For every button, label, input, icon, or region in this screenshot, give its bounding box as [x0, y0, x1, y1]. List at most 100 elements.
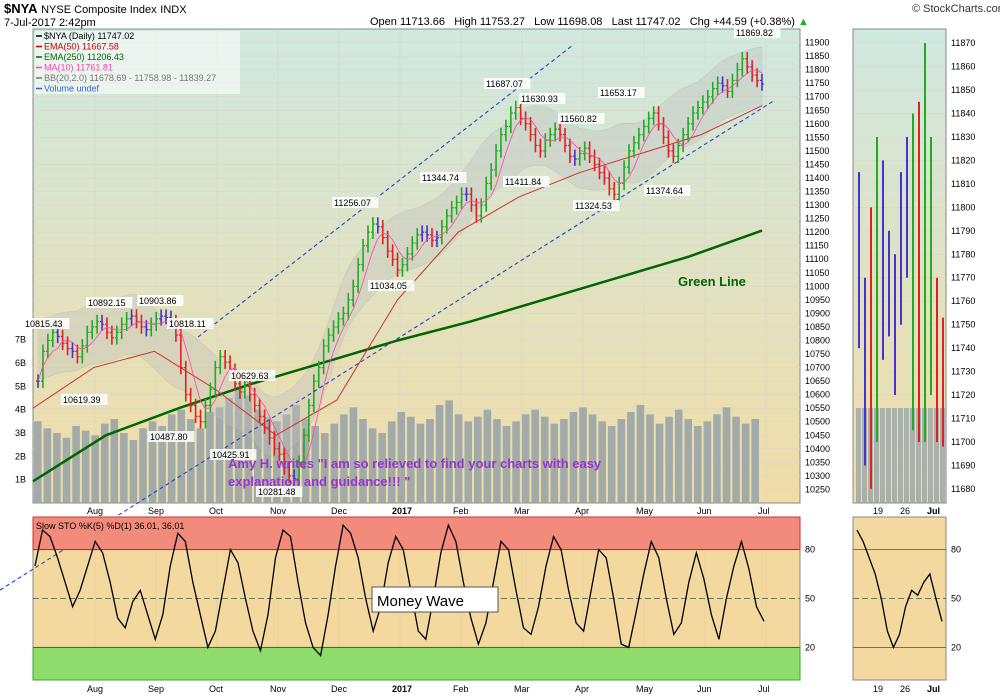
volume-bar: [646, 414, 654, 503]
price-y-tick-label: 11500: [805, 146, 829, 156]
ma10-line: [37, 69, 763, 469]
volume-bar: [129, 440, 138, 503]
volume-bar: [187, 419, 195, 503]
volume-bar: [100, 423, 109, 503]
mini-volume-bar: [856, 408, 861, 503]
sto-x-tick-label: May: [636, 684, 654, 694]
low-value: Low 11698.08: [534, 16, 603, 28]
price-y-tick-label: 11250: [805, 214, 829, 224]
volume-bar: [464, 421, 473, 503]
mini-price-y-tick-label: 11770: [951, 273, 975, 283]
mini-price-y-tick-label: 11840: [951, 108, 975, 118]
volume-bar: [560, 419, 568, 503]
volume-bar: [43, 428, 52, 503]
sto-y-tick-label: 80: [805, 545, 815, 555]
price-y-tick-label: 11450: [805, 159, 829, 169]
price-y-tick-label: 11900: [805, 38, 829, 48]
price-label: 11374.64: [646, 186, 683, 196]
volume-bar: [454, 414, 463, 503]
price-x-tick-label: Jun: [697, 506, 712, 516]
price-y-tick-label: 10950: [805, 295, 830, 305]
sto-x-tick-label: Oct: [209, 684, 224, 694]
channel-lower-line: [0, 99, 776, 591]
volume-bar: [53, 433, 61, 503]
price-label: 11411.84: [505, 177, 541, 187]
volume-tick-label: 2B: [15, 451, 26, 461]
money-wave-label: Money Wave: [377, 593, 464, 610]
mini-price-y-tick-label: 11710: [951, 414, 975, 424]
price-label: 11869.82: [736, 28, 773, 38]
mini-price-y-tick-label: 11680: [951, 484, 975, 494]
volume-bar: [349, 407, 358, 503]
volume-bar: [139, 428, 147, 503]
mini-volume-bar: [904, 408, 909, 503]
price-label-box: [484, 78, 531, 89]
mini-volume-bar: [886, 408, 891, 503]
volume-bar: [588, 414, 597, 503]
price-y-tick-label: 10300: [805, 471, 830, 481]
sto-title: Slow STO %K(5) %D(1) 36.01, 36.01: [36, 521, 184, 531]
mini-price-y-tick-label: 11860: [951, 62, 975, 72]
price-label: 10619.39: [63, 395, 101, 405]
volume-bar: [292, 405, 300, 503]
volume-bar: [665, 416, 673, 503]
header-row-1: $NYA NYSE Composite Index INDX: [4, 1, 187, 16]
sto-x-tick-label: Jun: [697, 684, 712, 694]
sto-x-tick-label: Sep: [148, 684, 164, 694]
sto-x-tick-label: Jul: [758, 684, 770, 694]
mini-price-y-tick-label: 11700: [951, 437, 975, 447]
mini-price-y-tick-label: 11760: [951, 296, 975, 306]
price-x-tick-label: Apr: [575, 506, 589, 516]
sto-x-tick-label: Mar: [514, 684, 530, 694]
volume-bar: [445, 400, 453, 503]
price-y-tick-label: 11050: [805, 268, 829, 278]
volume-bar: [148, 421, 157, 503]
mini-volume-bar: [940, 408, 945, 503]
price-y-tick-label: 11550: [805, 132, 829, 142]
volume-bar: [493, 419, 501, 503]
volume-bar: [378, 433, 386, 503]
bollinger-band: [37, 46, 763, 457]
volume-bar: [512, 421, 520, 503]
volume-bar: [751, 419, 759, 503]
volume-bar: [320, 433, 329, 503]
volume-tick-label: 4B: [15, 405, 26, 415]
legend-row-bg: [35, 52, 240, 63]
mini-price-y-tick-label: 11790: [951, 226, 975, 236]
volume-bar: [521, 414, 530, 503]
ema250-line: [32, 229, 763, 483]
volume-bar: [435, 405, 444, 503]
mini-price-y-tick-label: 11870: [951, 38, 975, 48]
volume-bar: [426, 419, 434, 503]
price-label-box: [420, 172, 467, 183]
price-y-tick-label: 11200: [805, 227, 829, 237]
mini-sto-y-tick-label: 50: [951, 594, 961, 604]
price-label-box: [229, 370, 276, 381]
volume-bar: [636, 405, 645, 503]
legend-entry: EMA(50) 11667.58: [44, 42, 119, 52]
mini-volume-bar: [910, 408, 915, 503]
testimonial-text-line1: Amy H. writes "I am so relieved to find …: [228, 456, 602, 471]
high-value: High 11753.27: [454, 16, 525, 28]
mini-volume-bar: [934, 408, 939, 503]
price-label-box: [137, 295, 184, 306]
price-label: 10629.63: [231, 371, 269, 381]
volume-bar: [359, 419, 367, 503]
sto-x-tick-label: Feb: [453, 684, 469, 694]
price-x-tick-label: Oct: [209, 506, 224, 516]
price-y-tick-label: 10550: [805, 403, 830, 413]
legend-entry: Volume undef: [44, 84, 100, 94]
price-y-tick-label: 10850: [805, 322, 830, 332]
price-label-box: [332, 197, 379, 208]
price-x-tick-label: Mar: [514, 506, 530, 516]
up-triangle-icon: ▲: [797, 16, 809, 28]
legend-row-bg: [35, 31, 240, 42]
price-x-tick-label: Jul: [758, 506, 770, 516]
volume-bar: [110, 419, 119, 503]
mini-price-y-tick-label: 11690: [951, 460, 975, 470]
mini-sto-x-tick-label: 26: [900, 684, 910, 694]
price-y-tick-label: 10350: [805, 457, 830, 467]
ema50-line: [32, 105, 763, 436]
volume-bar: [579, 407, 587, 503]
mini-volume-bar: [928, 408, 933, 503]
